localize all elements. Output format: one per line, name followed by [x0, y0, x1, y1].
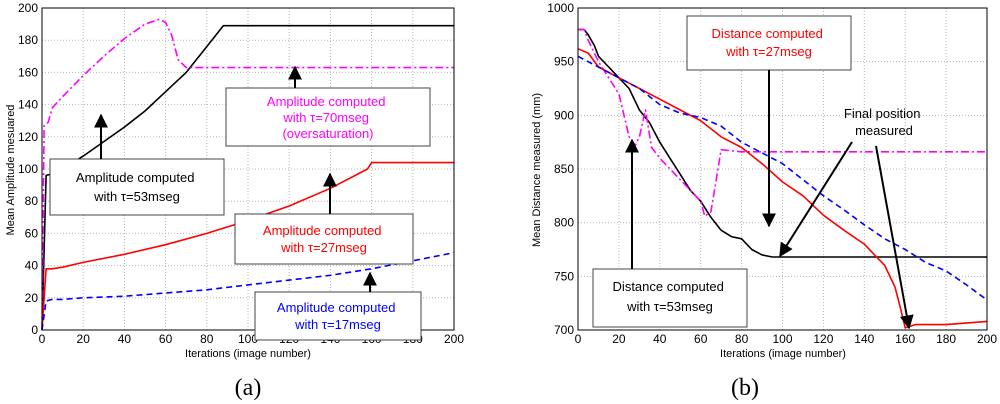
series-line	[41, 18, 454, 331]
plot-frame	[577, 7, 988, 331]
x-tick-label: 80	[735, 332, 749, 346]
y-tick-label: 1000	[547, 1, 574, 15]
annotation-dist-tau53: Distance computed with τ=53mseg	[613, 279, 728, 314]
x-tick-label: 80	[200, 332, 214, 346]
x-axis-label: Iterations (image number)	[185, 348, 311, 360]
annotation-tau70: Amplitude computed with τ=70mseg (oversa…	[267, 94, 389, 141]
x-tick-label: 160	[895, 332, 915, 346]
annotation-box	[254, 291, 422, 341]
panel-caption: (a)	[235, 375, 262, 401]
arrow	[875, 145, 914, 330]
y-tick-label: 180	[18, 33, 38, 47]
tick-labels: 0 20 40 60 80 100 120 140 160 180 200 700 750 800 850 9…	[547, 1, 997, 346]
y-tick-label: 160	[18, 65, 38, 79]
annotation-tau17: Amplitude computed with τ=17mseg	[277, 300, 399, 332]
annotation-tau53: Amplitude computed with τ=53mseg	[76, 170, 198, 204]
y-tick-label: 120	[18, 130, 38, 144]
x-tick-label: 0	[575, 332, 582, 346]
x-tick-label: 60	[694, 332, 708, 346]
x-tick-label: 100	[238, 332, 258, 346]
annotation-box	[49, 158, 225, 216]
distance-chart: 0 20 40 60 80 100 120 140 160 180 200 700 750 800 850 9…	[531, 1, 997, 401]
x-tick-label: 200	[977, 332, 997, 346]
plot-frame	[41, 7, 455, 331]
x-tick-label: 200	[444, 332, 464, 346]
x-tick-label: 40	[118, 332, 132, 346]
amplitude-chart: 0204060801001201401601802000204060801001…	[5, 1, 464, 401]
x-tick-label: 20	[77, 332, 91, 346]
y-axis-label: Mean Amplitude mesuared	[5, 105, 17, 236]
y-tick-label: 900	[554, 108, 574, 122]
annotation-box	[592, 268, 748, 328]
y-tick-label: 140	[18, 98, 38, 112]
y-tick-label: 20	[25, 291, 39, 305]
series-line	[41, 161, 454, 331]
annotation-tau27: Amplitude computed with τ=27mseg	[263, 223, 385, 255]
panel-caption: (b)	[731, 375, 759, 401]
y-tick-label: 850	[554, 162, 574, 176]
x-tick-label: 20	[612, 332, 626, 346]
x-tick-label: 140	[854, 332, 874, 346]
annotation-dist-tau27: Distance computed with τ=27mseg	[712, 26, 827, 59]
y-tick-label: 40	[25, 259, 39, 273]
x-axis-label: Iterations (image number)	[720, 348, 846, 360]
y-tick-label: 100	[18, 162, 38, 176]
y-tick-label: 750	[554, 269, 574, 283]
x-tick-label: 180	[936, 332, 956, 346]
x-tick-label: 0	[39, 332, 46, 346]
series-line	[578, 28, 987, 217]
y-tick-label: 800	[554, 216, 574, 230]
x-tick-label: 40	[653, 332, 667, 346]
x-tick-label: 100	[772, 332, 792, 346]
y-tick-label: 200	[18, 1, 38, 15]
series-line	[577, 55, 988, 301]
y-tick-label: 80	[25, 194, 39, 208]
y-axis-label: Mean Distance measured (mm)	[531, 93, 543, 247]
x-tick-label: 60	[159, 332, 173, 346]
annotation-box	[234, 213, 414, 265]
annotation-box	[686, 15, 852, 71]
y-tick-label: 60	[25, 226, 39, 240]
annotation-box	[225, 87, 431, 147]
annotation-final-position: Final position measured	[844, 106, 924, 138]
y-tick-label: 700	[554, 323, 574, 337]
y-tick-label: 950	[554, 55, 574, 69]
x-tick-label: 120	[813, 332, 833, 346]
y-tick-label: 0	[31, 323, 38, 337]
arrow	[779, 141, 853, 258]
